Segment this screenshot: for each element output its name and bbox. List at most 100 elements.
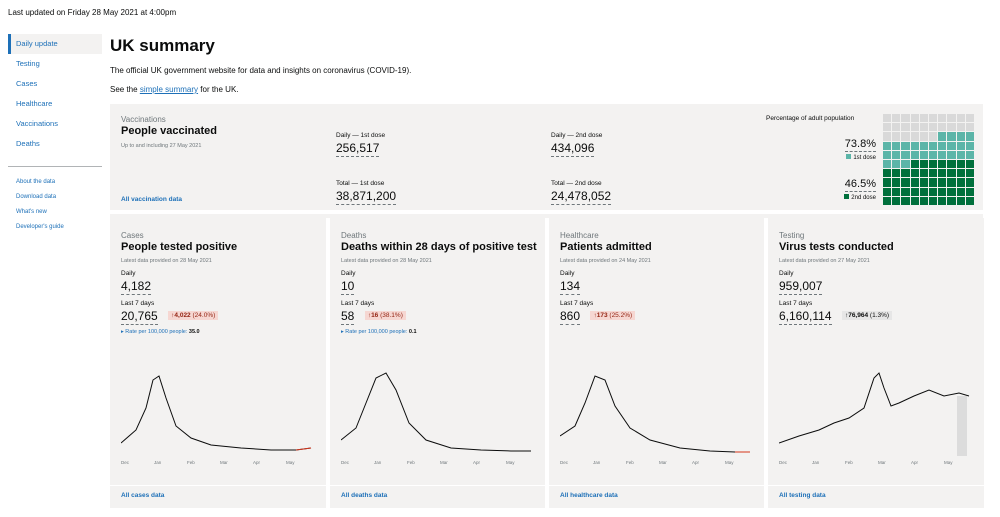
waffle-cell [910,159,919,169]
waffle-cell [883,114,892,123]
waffle-cell [892,114,901,123]
waffle-cell [947,169,956,178]
metric-value[interactable]: 434,096 [551,141,595,157]
change-arrow-icon: ↑ [171,312,175,319]
change-percentage: (24.0%) [192,312,216,319]
second-dose-percentage[interactable]: 46.5% [844,178,876,192]
card-title: Deaths within 28 days of positive test [341,241,537,253]
x-tick-label: Dec [560,460,569,465]
sidebar-link-about-data[interactable]: About the data [16,179,56,185]
trend-line [560,375,750,453]
week-value[interactable]: 20,765 [121,309,158,325]
week-value[interactable]: 58 [341,309,355,325]
sidebar-item-cases[interactable]: Cases [16,79,38,88]
card-caption: Deaths [341,231,367,240]
metric-label: Total — 1st dose [336,180,385,187]
rate-toggle[interactable]: ▸ Rate per 100,000 people: 35.0 [121,329,318,335]
waffle-cell [910,187,919,196]
waffle-cell [919,159,928,169]
waffle-cell [938,150,947,159]
sidebar-item-vaccinations[interactable]: Vaccinations [16,119,58,128]
sidebar-item-daily-update[interactable]: Daily update [8,34,102,54]
vaccinations-card: Vaccinations People vaccinated Up to and… [110,104,983,214]
all-data-link[interactable]: All deaths data [341,492,388,499]
rate-label: Rate per 100,000 people: [345,329,408,335]
sidebar-link-download-data[interactable]: Download data [16,194,57,200]
rate-toggle[interactable]: ▸ Rate per 100,000 people: 0.1 [341,329,538,335]
first-dose-swatch [846,154,852,159]
all-vaccination-data-link[interactable]: All vaccination data [121,196,183,203]
change-badge: ↑4,022 (24.0%) [168,311,219,320]
waffle-cell [956,123,965,132]
daily-value[interactable]: 10 [341,279,355,295]
trend-line [779,372,970,444]
waffle-cell [938,132,947,141]
waffle-cell [883,196,892,205]
x-tick-label: Jan [812,460,820,465]
simple-summary-link[interactable]: simple summary [139,85,199,94]
waffle-cell [928,196,938,205]
sidebar-item-testing[interactable]: Testing [16,59,40,68]
metric-value[interactable]: 256,517 [336,141,380,157]
expand-triangle-icon: ▸ [121,329,126,335]
waffle-cell [947,114,956,123]
x-tick-label: Jan [154,460,162,465]
x-tick-label: Feb [626,460,634,465]
x-tick-label: Apr [473,460,481,465]
card-divider [326,218,330,508]
waffle-cell [892,150,901,159]
see-suffix: for the UK. [198,85,239,94]
simple-summary-line: See the simple summary for the UK. [110,85,239,94]
week-value[interactable]: 6,160,114 [779,309,832,325]
week-label: Last 7 days [779,300,813,307]
waffle-cell [928,150,938,159]
x-tick-label: Dec [341,460,350,465]
first-dose-percentage[interactable]: 73.8% [844,138,876,152]
daily-value[interactable]: 959,007 [779,279,823,295]
card-subtitle: Latest data provided on 24 May 2021 [560,258,651,264]
waffle-cell [947,141,956,150]
card-subtitle: Latest data provided on 28 May 2021 [121,258,212,264]
waffle-cell [919,169,928,178]
x-tick-label: May [286,460,295,465]
waffle-cell [883,178,892,187]
card-subtitle: Latest data provided on 27 May 2021 [779,258,870,264]
card-footer-divider [549,485,765,486]
waffle-cell [883,159,892,169]
daily-value[interactable]: 134 [560,279,581,295]
all-data-link[interactable]: All cases data [121,492,165,499]
sidebar-link-whats-new[interactable]: What's new [16,209,47,215]
x-tick-label: Dec [779,460,788,465]
card-caption: Vaccinations [121,115,166,124]
waffle-cell [901,159,910,169]
card-title: Virus tests conducted [779,241,894,253]
daily-label: Daily [779,270,794,277]
metric-value[interactable]: 24,478,052 [551,189,612,205]
card-title: People tested positive [121,241,238,253]
daily-value[interactable]: 4,182 [121,279,152,295]
waffle-cell [910,169,919,178]
x-tick-label: Mar [220,460,228,465]
week-value[interactable]: 860 [560,309,581,325]
card-subtitle: Up to and including 27 May 2021 [121,143,202,149]
sidebar-item-healthcare[interactable]: Healthcare [16,99,53,108]
x-tick-label: May [725,460,734,465]
sidebar-divider [8,166,102,167]
waffle-cell [901,123,910,132]
sidebar-item-deaths[interactable]: Deaths [16,139,40,148]
waffle-cell [938,178,947,187]
metric-value[interactable]: 38,871,200 [336,189,397,205]
waffle-cell [938,159,947,169]
all-data-link[interactable]: All testing data [779,492,826,499]
card-caption: Healthcare [560,231,599,240]
daily-label: Daily [341,270,356,277]
x-tick-label: May [944,460,953,465]
waffle-cell [947,178,956,187]
waffle-cell [901,150,910,159]
waffle-cell [956,178,965,187]
metric-label: Daily — 2nd dose [551,132,603,139]
x-tick-label: Feb [845,460,853,465]
all-data-link[interactable]: All healthcare data [560,492,618,499]
week-label: Last 7 days [341,300,375,307]
sidebar-link-developers-guide[interactable]: Developer's guide [16,224,64,230]
